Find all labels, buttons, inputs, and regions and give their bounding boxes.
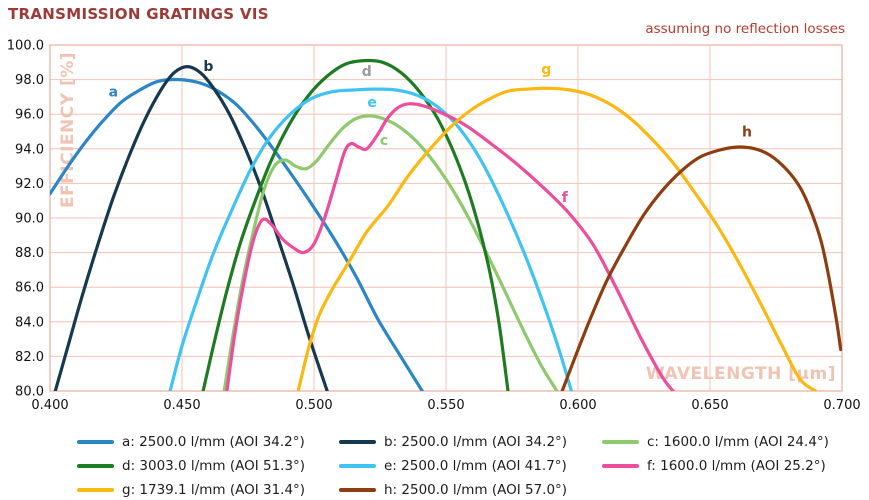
chart-annotation: assuming no reflection losses <box>645 21 845 37</box>
legend-label-b: b: 2500.0 l/mm (AOI 34.2°) <box>384 434 568 450</box>
x-tick-label: 0.550 <box>427 398 464 413</box>
legend-label-h: h: 2500.0 l/mm (AOI 57.0°) <box>384 482 568 498</box>
y-tick-label: 82.0 <box>15 350 44 365</box>
y-tick-label: 92.0 <box>15 177 44 192</box>
curve-label-e: e <box>367 95 377 111</box>
legend-swatch-e <box>339 464 376 468</box>
legend-item-a: a: 2500.0 l/mm (AOI 34.2°) <box>77 430 339 454</box>
legend-swatch-g <box>77 488 114 492</box>
curve-d <box>201 58 510 391</box>
chart-legend: a: 2500.0 l/mm (AOI 34.2°) b: 2500.0 l/m… <box>77 430 862 500</box>
legend-swatch-a <box>77 440 114 444</box>
curve-label-d: d <box>362 64 372 80</box>
legend-label-g: g: 1739.1 l/mm (AOI 31.4°) <box>122 482 306 498</box>
legend-label-a: a: 2500.0 l/mm (AOI 34.2°) <box>122 434 305 450</box>
y-tick-label: 88.0 <box>15 246 44 261</box>
legend-swatch-f <box>602 464 639 468</box>
legend-item-e: e: 2500.0 l/mm (AOI 41.7°) <box>339 454 602 478</box>
curve-a <box>50 77 424 391</box>
curve-label-b: b <box>203 59 213 75</box>
y-tick-label: 100.0 <box>7 39 44 54</box>
legend-swatch-c <box>602 440 639 444</box>
legend-label-c: c: 1600.0 l/mm (AOI 24.4°) <box>647 434 829 450</box>
legend-item-d: d: 3003.0 l/mm (AOI 51.3°) <box>77 454 339 478</box>
plot-border <box>49 44 843 392</box>
curve-label-f: f <box>562 190 569 206</box>
y-tick-label: 84.0 <box>15 315 44 330</box>
legend-label-e: e: 2500.0 l/mm (AOI 41.7°) <box>384 458 567 474</box>
page-title: TRANSMISSION GRATINGS VIS <box>8 5 269 23</box>
legend-item-f: f: 1600.0 l/mm (AOI 25.2°) <box>602 454 862 478</box>
legend-swatch-h <box>339 488 376 492</box>
legend-label-f: f: 1600.0 l/mm (AOI 25.2°) <box>647 458 826 474</box>
curve-g <box>296 86 818 391</box>
curve-h <box>560 145 842 391</box>
curve-label-a: a <box>109 85 118 101</box>
curve-f <box>225 102 675 391</box>
legend-item-h: h: 2500.0 l/mm (AOI 57.0°) <box>339 478 602 500</box>
x-tick-label: 0.400 <box>31 398 68 413</box>
x-tick-label: 0.600 <box>559 398 596 413</box>
chart-plot: 80.0 82.0 84.0 86.0 88.0 90.0 92.0 94.0 96.0 98.0… <box>7 39 861 414</box>
curve-label-c: c <box>380 133 388 149</box>
x-tick-label: 0.700 <box>823 398 860 413</box>
y-tick-label: 94.0 <box>15 142 44 157</box>
curve-b <box>53 65 329 391</box>
curve-label-h: h <box>742 125 752 141</box>
curve-e <box>168 87 573 391</box>
y-tick-label: 98.0 <box>15 73 44 88</box>
x-axis-title: WAVELENGTH [µm] <box>646 364 836 384</box>
legend-swatch-d <box>77 464 114 468</box>
y-tick-label: 86.0 <box>15 281 44 296</box>
curve-label-g: g <box>541 62 551 78</box>
y-tick-label: 90.0 <box>15 212 44 227</box>
legend-label-d: d: 3003.0 l/mm (AOI 51.3°) <box>122 458 306 474</box>
x-tick-label: 0.450 <box>163 398 200 413</box>
x-tick-label: 0.650 <box>691 398 728 413</box>
legend-item-b: b: 2500.0 l/mm (AOI 34.2°) <box>339 430 602 454</box>
x-tick-label: 0.500 <box>295 398 332 413</box>
legend-swatch-b <box>339 440 376 444</box>
legend-item-c: c: 1600.0 l/mm (AOI 24.4°) <box>602 430 862 454</box>
y-tick-label: 80.0 <box>15 385 44 400</box>
legend-item-g: g: 1739.1 l/mm (AOI 31.4°) <box>77 478 339 500</box>
y-axis-title: EFFICIENCY [%] <box>58 52 78 208</box>
y-tick-label: 96.0 <box>15 108 44 123</box>
